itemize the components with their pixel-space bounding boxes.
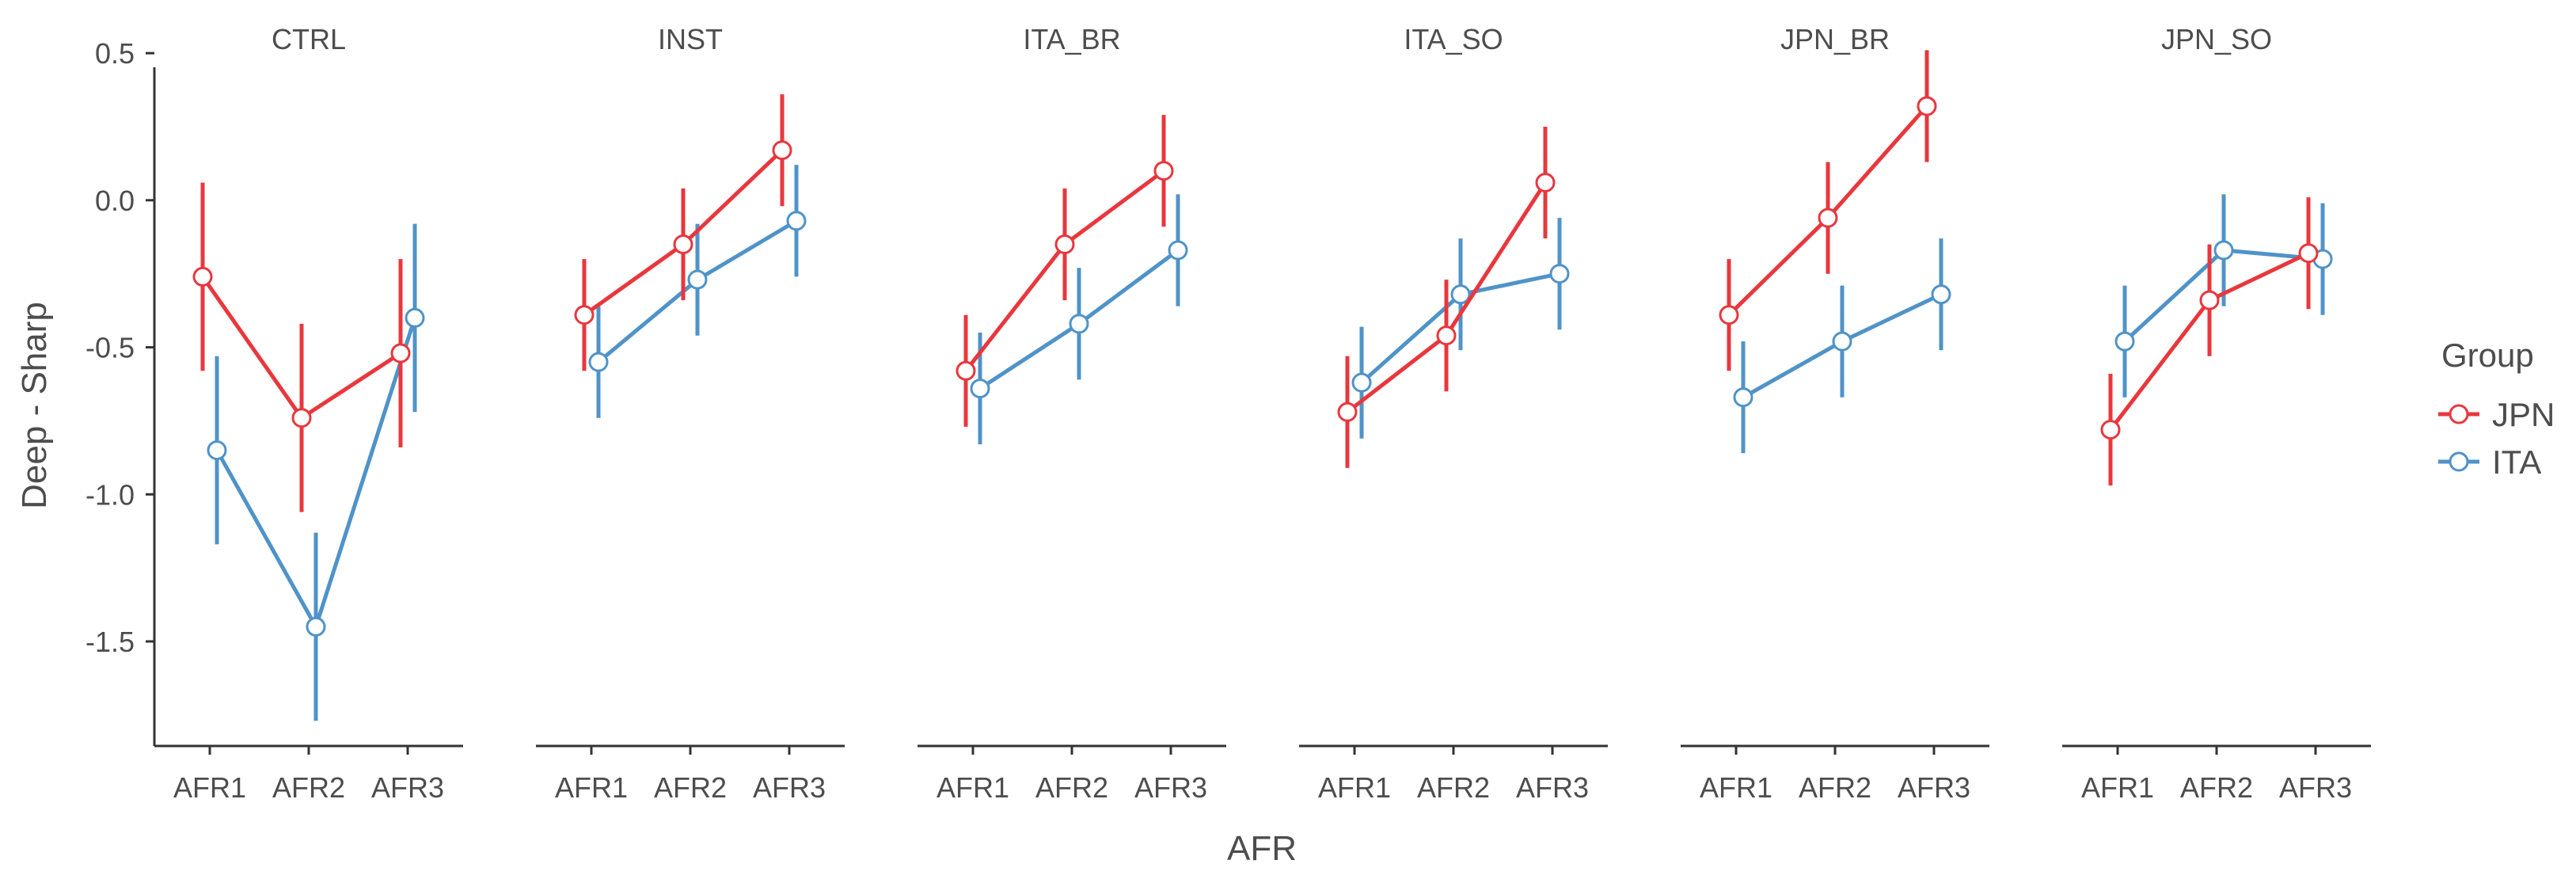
series-ita (970, 194, 1188, 445)
data-point (1549, 264, 1570, 284)
data-point (687, 269, 708, 290)
x-tick-label: AFR2 (1417, 771, 1490, 804)
x-tick-label: AFR1 (555, 771, 628, 804)
panel-title: INST (658, 23, 723, 55)
x-tick-label: AFR3 (1516, 771, 1589, 804)
x-tick-label: AFR1 (1318, 771, 1391, 804)
data-point (772, 140, 792, 161)
data-point (1069, 314, 1089, 334)
y-tick-label: -1.0 (85, 478, 135, 511)
panel-ita-so: ITA_SO AFR1 AFR2 AFR3 (1299, 23, 1608, 804)
data-point (956, 360, 976, 381)
y-tick-label: -1.5 (85, 626, 135, 658)
data-point (1535, 173, 1556, 193)
data-point (207, 440, 227, 461)
panel-ita-br: ITA_BR AFR1 AFR2 AFR3 (918, 23, 1226, 804)
x-tick-label: AFR2 (1799, 771, 1871, 804)
panel-title: ITA_BR (1023, 23, 1120, 55)
panel-jpn-so: JPN_SO AFR1 AFR2 AFR3 (2062, 23, 2371, 804)
legend-entry-jpn: JPN (2438, 396, 2555, 433)
legend-entry-ita: ITA (2438, 443, 2541, 481)
data-point (390, 343, 411, 363)
data-point (1917, 96, 1937, 116)
series-jpn (1719, 50, 1937, 371)
series-jpn (192, 182, 411, 512)
data-point (1436, 325, 1457, 346)
x-tick-label: AFR1 (1700, 771, 1772, 804)
x-tick-label: AFR3 (1898, 771, 1970, 804)
data-point (1719, 305, 1739, 325)
data-point (1818, 207, 1838, 228)
x-tick-label: AFR1 (937, 771, 1009, 804)
data-point (405, 307, 425, 328)
x-tick-label: AFR3 (1134, 771, 1207, 804)
series-jpn (956, 115, 1174, 427)
x-tick-label: AFR2 (654, 771, 727, 804)
x-tick-label: AFR1 (173, 771, 246, 804)
panel-title: ITA_SO (1404, 23, 1503, 55)
x-tick-label: AFR2 (272, 771, 345, 804)
series-ita (2114, 194, 2333, 398)
x-tick-label: AFR2 (2180, 771, 2253, 804)
data-point (2100, 420, 2121, 440)
panel-inst: INST AFR1 AFR2 AFR3 (536, 23, 845, 804)
series-ita (1733, 238, 1951, 454)
y-axis-title: Deep - Sharp (15, 302, 54, 509)
data-point (1168, 240, 1188, 261)
y-tick-label: 0.5 (95, 37, 135, 70)
x-tick-label: AFR3 (2279, 771, 2352, 804)
data-point (2199, 290, 2220, 310)
panel-jpn-br: JPN_BR AFR1 AFR2 AFR3 (1681, 23, 1989, 804)
legend-key-marker (2449, 404, 2469, 424)
panel-ctrl: CTRL AFR1 AFR2 AFR3 (154, 23, 463, 804)
data-point (1337, 401, 1358, 422)
y-tick-label: -0.5 (85, 332, 135, 364)
data-point (1450, 284, 1471, 305)
panel-title: JPN_BR (1780, 23, 1890, 55)
data-point (1832, 331, 1852, 352)
data-point (588, 352, 609, 372)
data-point (1054, 234, 1075, 255)
series-jpn (2100, 197, 2319, 486)
data-point (673, 234, 693, 255)
data-point (306, 616, 326, 637)
y-axis: 0.5 0.0 -0.5 -1.0 -1.5 (85, 37, 156, 746)
series-jpn (1337, 127, 1556, 468)
facet-panels: CTRL AFR1 AFR2 AFR3 INST AFR1 AFR2 AFR3 ITA_BR AF… (154, 23, 2371, 804)
data-point (291, 408, 312, 428)
x-axis-title: AFR (1227, 829, 1297, 868)
data-point (1351, 372, 1372, 393)
series-jpn (574, 94, 792, 371)
data-point (1931, 284, 1951, 305)
data-point (192, 266, 213, 287)
y-tick-label: 0.0 (95, 185, 135, 217)
data-point (2298, 243, 2319, 264)
legend-key-marker (2449, 451, 2469, 472)
data-point (1153, 161, 1174, 181)
series-ita (207, 223, 425, 721)
legend-title: Group (2441, 337, 2534, 374)
panel-title: JPN_SO (2161, 23, 2272, 55)
data-point (2213, 240, 2234, 261)
data-point (786, 211, 807, 231)
x-tick-label: AFR3 (753, 771, 826, 804)
data-point (970, 379, 990, 399)
series-ita (588, 165, 807, 418)
x-tick-label: AFR1 (2081, 771, 2154, 804)
data-point (2114, 331, 2135, 352)
series-ita (1351, 218, 1570, 439)
panel-title: CTRL (272, 23, 346, 55)
legend-label: ITA (2492, 443, 2541, 481)
data-point (574, 305, 595, 325)
x-tick-label: AFR2 (1035, 771, 1108, 804)
legend: Group JPN ITA (2438, 337, 2555, 481)
legend-label: JPN (2492, 396, 2555, 433)
x-tick-label: AFR3 (371, 771, 444, 804)
data-point (1733, 387, 1753, 408)
